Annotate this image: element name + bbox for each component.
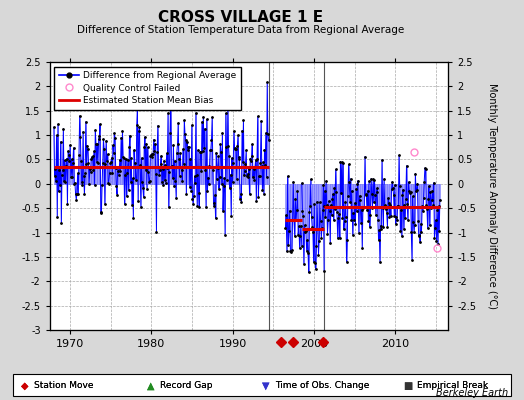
Text: Empirical Break: Empirical Break — [417, 382, 488, 390]
Text: CROSS VILLAGE 1 E: CROSS VILLAGE 1 E — [158, 10, 324, 25]
Legend: Difference from Regional Average, Quality Control Failed, Estimated Station Mean: Difference from Regional Average, Qualit… — [54, 66, 241, 110]
Text: Difference of Station Temperature Data from Regional Average: Difference of Station Temperature Data f… — [78, 25, 405, 35]
Text: Time of Obs. Change: Time of Obs. Change — [275, 382, 369, 390]
Text: Station Move: Station Move — [34, 382, 94, 390]
Text: ▲: ▲ — [147, 381, 154, 391]
Text: ▼: ▼ — [262, 381, 269, 391]
Text: Record Gap: Record Gap — [160, 382, 212, 390]
Text: ■: ■ — [403, 381, 413, 391]
Text: Time of Obs. Change: Time of Obs. Change — [275, 382, 369, 390]
Text: ▼: ▼ — [262, 381, 269, 391]
Y-axis label: Monthly Temperature Anomaly Difference (°C): Monthly Temperature Anomaly Difference (… — [487, 83, 497, 309]
Text: Empirical Break: Empirical Break — [417, 382, 488, 390]
Text: ▲: ▲ — [147, 381, 154, 391]
Text: Berkeley Earth: Berkeley Earth — [436, 388, 508, 398]
Text: Record Gap: Record Gap — [160, 382, 212, 390]
Text: ■: ■ — [403, 381, 413, 391]
Text: ◆: ◆ — [21, 381, 28, 391]
Text: ◆: ◆ — [21, 381, 28, 391]
Text: Station Move: Station Move — [34, 382, 94, 390]
